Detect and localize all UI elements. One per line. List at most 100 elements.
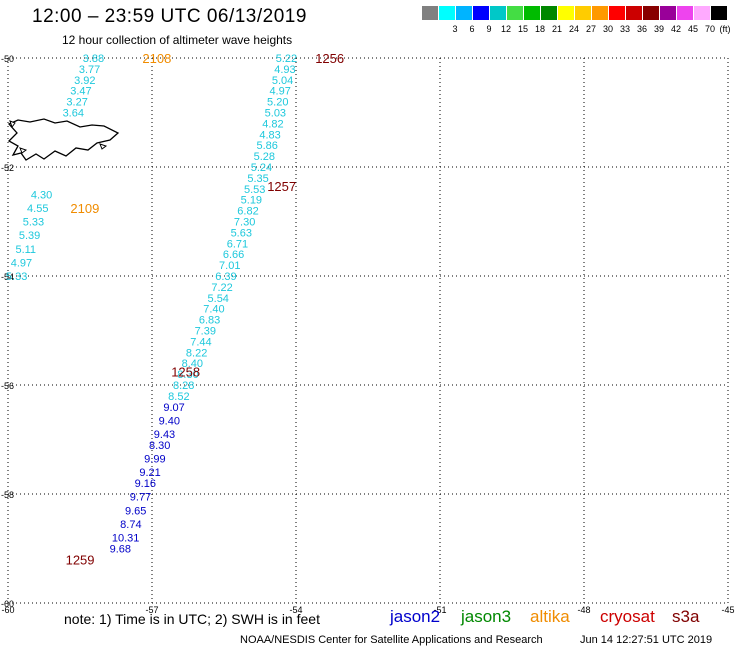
wave-height-label: 10.31 <box>112 533 140 545</box>
legend-label: 24 <box>568 24 579 34</box>
legend-label: 36 <box>636 24 647 34</box>
wave-height-label: 8.74 <box>120 519 141 531</box>
legend-swatch <box>541 6 557 20</box>
generated-timestamp: Jun 14 12:27:51 UTC 2019 <box>580 634 713 646</box>
credit-line: NOAA/NESDIS Center for Satellite Applica… <box>240 634 543 646</box>
legend-label: 42 <box>670 24 681 34</box>
legend-swatch <box>592 6 608 20</box>
pass-time-label: 1258 <box>171 364 200 379</box>
wave-height-label: 5.03 <box>265 108 286 120</box>
wave-height-label: 9.16 <box>135 478 156 490</box>
pass-time-label: 1259 <box>66 552 95 567</box>
wave-height-label: 5.11 <box>15 244 36 256</box>
wave-height-label: 7.30 <box>234 217 255 229</box>
latitude-tick-label: -58 <box>1 490 14 500</box>
latitude-tick-label: -52 <box>1 163 14 173</box>
latitude-tick-label: -56 <box>1 381 14 391</box>
satellite-s3a-label: s3a <box>672 607 700 626</box>
pass-time-label: 2108 <box>142 51 171 66</box>
satellite-altika-label: altika <box>530 607 570 626</box>
wave-height-label: 4.93 <box>274 64 295 76</box>
wave-height-label: 8.40 <box>182 358 203 370</box>
longitude-tick-label: -60 <box>1 605 14 615</box>
legend-swatch <box>626 6 642 20</box>
wave-height-label: 9.99 <box>144 454 165 466</box>
legend-swatch <box>711 6 727 20</box>
wave-height-label: 5.04 <box>272 75 293 87</box>
satellite-jason2-label: jason2 <box>390 607 441 626</box>
wave-height-label: 9.43 <box>154 429 175 441</box>
legend-swatch <box>507 6 523 20</box>
small-islands-outline <box>9 120 108 154</box>
wave-height-label: 7.22 <box>211 282 232 294</box>
wave-height-label: 7.40 <box>203 304 224 316</box>
page-subtitle: 12 hour collection of altimeter wave hei… <box>62 33 293 47</box>
wave-height-label: 9.40 <box>159 415 180 427</box>
wave-height-label: 5.33 <box>23 217 44 229</box>
longitude-tick-label: -54 <box>289 605 302 615</box>
legend-label: 45 <box>687 24 698 34</box>
legend-label: 27 <box>585 24 596 34</box>
legend-swatch <box>660 6 676 20</box>
wave-height-label: 9.65 <box>125 505 146 517</box>
wave-height-label: 7.39 <box>195 326 216 338</box>
wave-height-label: 8.52 <box>168 391 189 403</box>
wave-height-label: 5.22 <box>276 53 297 65</box>
wave-height-label: 5.63 <box>231 227 252 239</box>
legend-label: 70 <box>704 24 715 34</box>
wave-height-label: 8.28 <box>173 380 194 392</box>
legend-swatch <box>439 6 455 20</box>
wave-height-label: 5.39 <box>19 230 40 242</box>
wave-height-label: 6.82 <box>237 206 258 218</box>
latitude-tick-label: -54 <box>1 272 14 282</box>
footer-note: note: 1) Time is in UTC; 2) SWH is in fe… <box>64 611 320 627</box>
pass-time-label: 2109 <box>70 201 99 216</box>
wave-height-label: 3.27 <box>66 97 87 109</box>
legend-label: 21 <box>551 24 562 34</box>
legend-swatch <box>609 6 625 20</box>
legend-label: 3 <box>452 24 458 34</box>
legend-swatch <box>677 6 693 20</box>
wave-height-label: 8.22 <box>186 347 207 359</box>
wave-height-label: 5.35 <box>247 173 268 185</box>
legend-swatch <box>490 6 506 20</box>
longitude-tick-label: -51 <box>433 605 446 615</box>
legend-swatch <box>694 6 710 20</box>
wave-height-label: 6.71 <box>227 238 248 250</box>
wave-height-label: 4.83 <box>259 129 280 141</box>
legend-label: 9 <box>486 24 492 34</box>
longitude-tick-label: -57 <box>145 605 158 615</box>
legend-swatch <box>643 6 659 20</box>
wave-height-label: 5.33 <box>6 271 27 283</box>
wave-height-label: 9.68 <box>110 544 131 556</box>
wave-height-label: 8.30 <box>177 369 198 381</box>
wave-height-label: 7.01 <box>219 260 240 272</box>
pass-time-label: 1257 <box>267 179 296 194</box>
legend-unit: (ft) <box>719 24 731 34</box>
wave-height-label: 4.82 <box>262 118 283 130</box>
wave-height-label: 3.64 <box>63 108 84 120</box>
legend-label: 39 <box>653 24 664 34</box>
wave-height-label: 5.20 <box>267 97 288 109</box>
satellite-cryosat-label: cryosat <box>600 607 655 626</box>
wave-height-label: 6.83 <box>199 315 220 327</box>
legend-label: 6 <box>469 24 475 34</box>
page-title: 12:00 – 23:59 UTC 06/13/2019 <box>32 6 307 27</box>
legend-swatch <box>456 6 472 20</box>
legend-swatch <box>473 6 489 20</box>
wave-height-label: 5.53 <box>244 184 265 196</box>
longitude-tick-label: -48 <box>577 605 590 615</box>
wave-height-label: 4.30 <box>31 189 52 201</box>
legend-swatch <box>524 6 540 20</box>
wave-height-label: 5.24 <box>251 162 272 174</box>
latitude-tick-label: -50 <box>1 54 14 64</box>
wave-height-label: 9.07 <box>163 402 184 414</box>
legend-label: 18 <box>534 24 545 34</box>
wave-height-label: 9.77 <box>130 492 151 504</box>
wave-height-label: 4.97 <box>269 86 290 98</box>
wave-height-label: 3.92 <box>74 75 95 87</box>
wave-height-label: 7.44 <box>190 336 211 348</box>
wave-height-label: 6.66 <box>223 249 244 261</box>
latitude-tick-label: -60 <box>1 599 14 609</box>
